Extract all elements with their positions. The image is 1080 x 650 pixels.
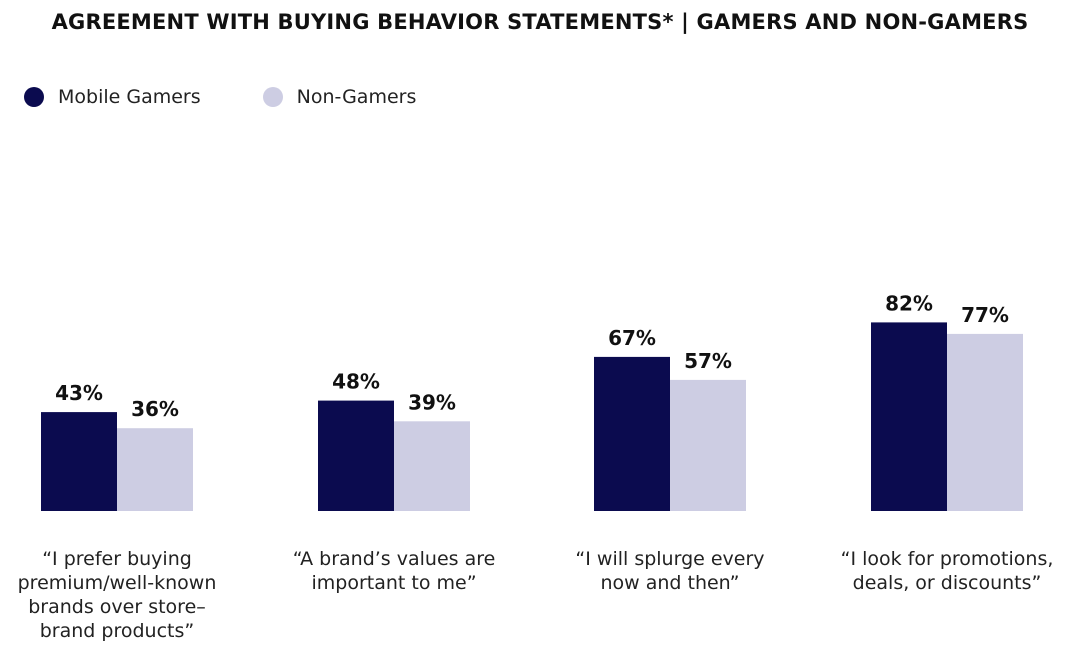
bar-mobile-gamers-2 xyxy=(318,400,394,511)
legend-label-mobile-gamers: Mobile Gamers xyxy=(58,86,201,108)
data-label-mobile-gamers-3: 67% xyxy=(608,326,656,350)
data-label-non-gamers-2: 39% xyxy=(408,390,456,414)
data-label-non-gamers-1: 36% xyxy=(131,397,179,421)
category-label-2: “A brand’s values are important to me” xyxy=(293,548,496,594)
data-label-mobile-gamers-4: 82% xyxy=(885,291,933,315)
legend-label-non-gamers: Non-Gamers xyxy=(296,86,417,108)
category-label-4: “I look for promotions, deals, or discoun… xyxy=(841,548,1054,594)
data-label-mobile-gamers-2: 48% xyxy=(332,370,380,394)
data-label-non-gamers-4: 77% xyxy=(961,303,1009,327)
data-label-mobile-gamers-1: 43% xyxy=(55,381,103,405)
legend-swatch-non-gamers xyxy=(262,87,283,107)
bar-non-gamers-3 xyxy=(670,379,746,511)
category-label-1: “I prefer buying premium/well-known brands… xyxy=(18,548,217,642)
bar-mobile-gamers-4 xyxy=(871,322,947,511)
bar-mobile-gamers-1 xyxy=(41,412,117,511)
category-label-3: “I will splurge every now and then” xyxy=(575,548,764,594)
data-label-non-gamers-3: 57% xyxy=(684,349,732,373)
chart-legend: Mobile Gamers Non-Gamers xyxy=(24,84,478,110)
legend-item-mobile-gamers: Mobile Gamers xyxy=(24,86,201,108)
bar-mobile-gamers-3 xyxy=(594,356,670,511)
bar-non-gamers-2 xyxy=(394,421,470,511)
legend-swatch-mobile-gamers xyxy=(24,87,44,107)
legend-item-non-gamers: Non-Gamers xyxy=(262,86,417,108)
bar-non-gamers-4 xyxy=(947,333,1023,511)
chart-title: AGREEMENT WITH BUYING BEHAVIOR STATEMENT… xyxy=(51,10,1029,34)
bar-non-gamers-1 xyxy=(117,428,193,511)
